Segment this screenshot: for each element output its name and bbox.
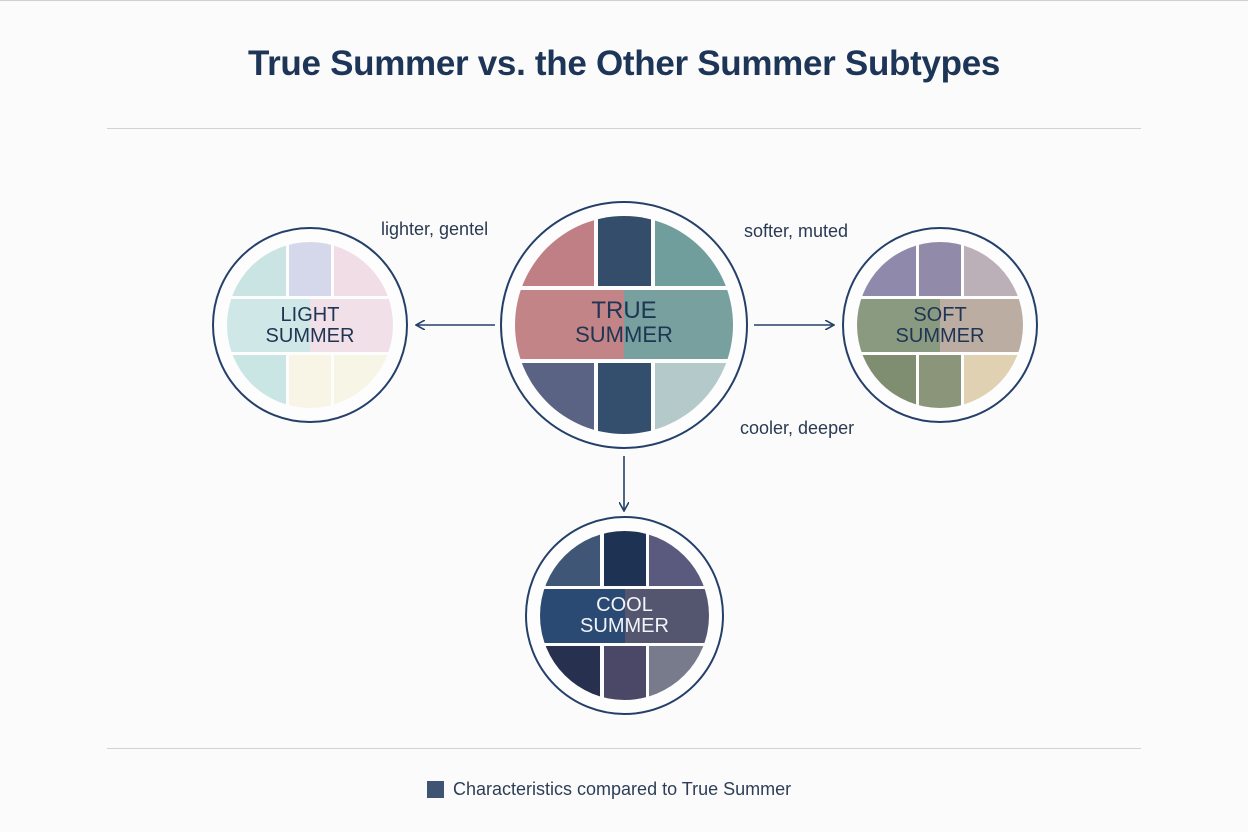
caption-soft: softer, muted xyxy=(744,221,849,241)
swatch xyxy=(857,299,940,352)
swatch xyxy=(857,355,916,408)
swatch xyxy=(625,589,709,643)
swatch xyxy=(515,216,594,286)
swatch xyxy=(289,355,331,408)
legend-swatch-icon xyxy=(427,781,444,798)
swatch xyxy=(655,216,733,286)
swatch xyxy=(919,355,961,408)
swatch xyxy=(857,242,916,296)
top-border xyxy=(0,0,1248,1)
caption-cool: cooler, deeper xyxy=(740,418,855,438)
swatch xyxy=(604,531,646,586)
swatch xyxy=(598,216,651,286)
swatch xyxy=(540,646,600,700)
swatch xyxy=(334,242,393,296)
soft-summer-palette: SOFT SUMMER xyxy=(857,242,1023,408)
swatch xyxy=(649,646,709,700)
swatch xyxy=(624,290,733,359)
swatch xyxy=(964,355,1023,408)
swatch xyxy=(540,531,600,586)
legend: Characteristics compared to True Summer xyxy=(427,779,791,800)
swatch xyxy=(310,299,393,352)
swatch xyxy=(515,290,624,359)
swatch xyxy=(604,646,646,700)
swatch xyxy=(289,242,331,296)
swatch xyxy=(515,363,594,434)
footer-divider xyxy=(107,748,1141,749)
legend-label: Characteristics compared to True Summer xyxy=(453,779,792,799)
swatch xyxy=(655,363,733,434)
header-divider xyxy=(107,128,1141,129)
caption-light: lighter, gentel xyxy=(381,219,489,239)
page-title: True Summer vs. the Other Summer Subtype… xyxy=(247,44,1001,83)
cool-summer-palette: COOL SUMMER xyxy=(540,531,709,700)
swatch xyxy=(598,363,651,434)
swatch xyxy=(964,242,1023,296)
light-summer-palette: LIGHT SUMMER xyxy=(227,242,393,408)
swatch xyxy=(227,299,310,352)
swatch xyxy=(227,355,286,408)
swatch xyxy=(649,531,709,586)
swatch xyxy=(227,242,286,296)
true-summer-palette: TRUE SUMMER xyxy=(515,216,733,434)
swatch xyxy=(940,299,1023,352)
swatch xyxy=(540,589,625,643)
swatch xyxy=(919,242,961,296)
swatch xyxy=(334,355,393,408)
